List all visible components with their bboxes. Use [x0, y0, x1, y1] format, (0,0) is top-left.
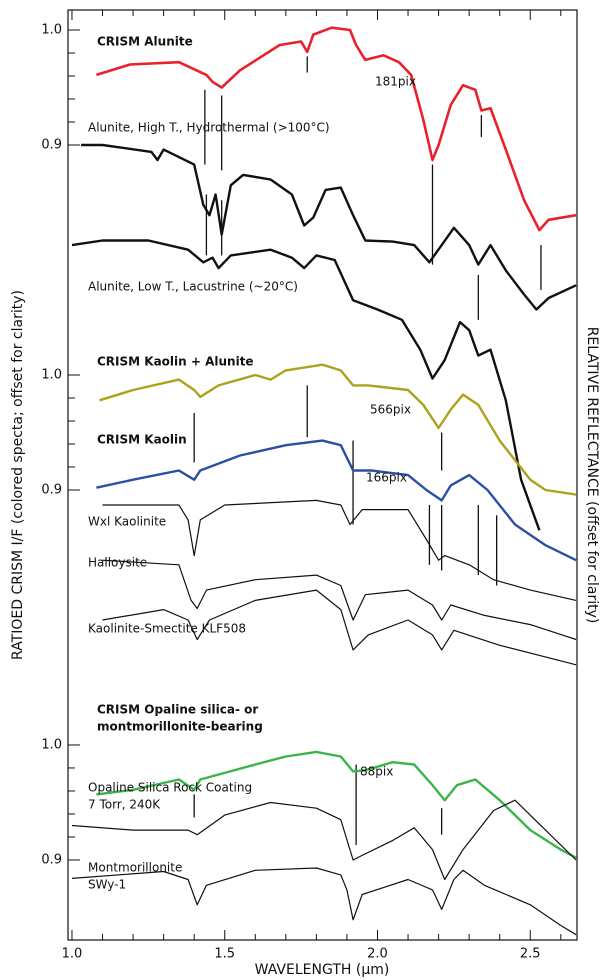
- y-tick-label: 1.0: [41, 23, 62, 38]
- series-label: Opaline Silica Rock Coating: [88, 781, 252, 795]
- series-label: Alunite, Low T., Lacustrine (~20°C): [88, 280, 298, 294]
- pixel-count: 166pix: [366, 471, 407, 485]
- spectrum-line: [102, 499, 577, 601]
- y-axis-title: RATIOED CRISM I/F (colored specta; offse…: [10, 290, 26, 660]
- pixel-count: 566pix: [370, 403, 411, 417]
- series-label: CRISM Kaolin: [97, 433, 187, 447]
- series-label: Alunite, High T., Hydrothermal (>100°C): [88, 121, 330, 135]
- x-tick-label: 1.0: [62, 947, 83, 962]
- pixel-count: 181pix: [375, 75, 416, 89]
- y-tick-label: 1.0: [41, 737, 62, 752]
- x-tick-label: 1.5: [214, 947, 235, 962]
- y-tick-label: 1.0: [41, 368, 62, 383]
- series-label: Kaolinite-Smectite KLF508: [88, 622, 246, 636]
- pixel-count: 88pix: [360, 765, 393, 779]
- series-label: Halloysite: [88, 556, 147, 570]
- series-label: montmorillonite-bearing: [97, 720, 263, 734]
- spectrum-line: [71, 239, 541, 531]
- spectrum-line: [96, 439, 577, 562]
- spectrum-line: [81, 143, 577, 311]
- series-label: CRISM Alunite: [97, 35, 193, 49]
- spectrum-line: [96, 750, 577, 859]
- y-tick-label: 0.9: [41, 483, 62, 498]
- series-label: CRISM Opaline silica- or: [97, 703, 258, 717]
- spectrum-line: [96, 26, 577, 232]
- series-label: Wxl Kaolinite: [88, 515, 166, 529]
- x-axis-title: WAVELENGTH (µm): [255, 962, 390, 978]
- spectrum-line: [102, 589, 577, 666]
- spectrum-line: [99, 363, 577, 496]
- y-tick-label: 0.9: [41, 852, 62, 867]
- spectrum-line: [102, 559, 577, 641]
- spectrum-line: [71, 867, 577, 936]
- y2-axis-title: RELATIVE REFLECTANCE (offset for clarity…: [584, 327, 600, 624]
- x-tick-label: 2.5: [520, 947, 541, 962]
- series-label: 7 Torr, 240K: [88, 798, 161, 812]
- series-label: CRISM Kaolin + Alunite: [97, 355, 254, 369]
- y-tick-label: 0.9: [41, 138, 62, 153]
- series-label: Montmorillonite: [88, 861, 182, 875]
- series-label: SWy-1: [88, 878, 126, 892]
- spectrum-line: [71, 799, 577, 881]
- x-tick-label: 2.0: [367, 947, 388, 962]
- plot-frame: [67, 9, 578, 941]
